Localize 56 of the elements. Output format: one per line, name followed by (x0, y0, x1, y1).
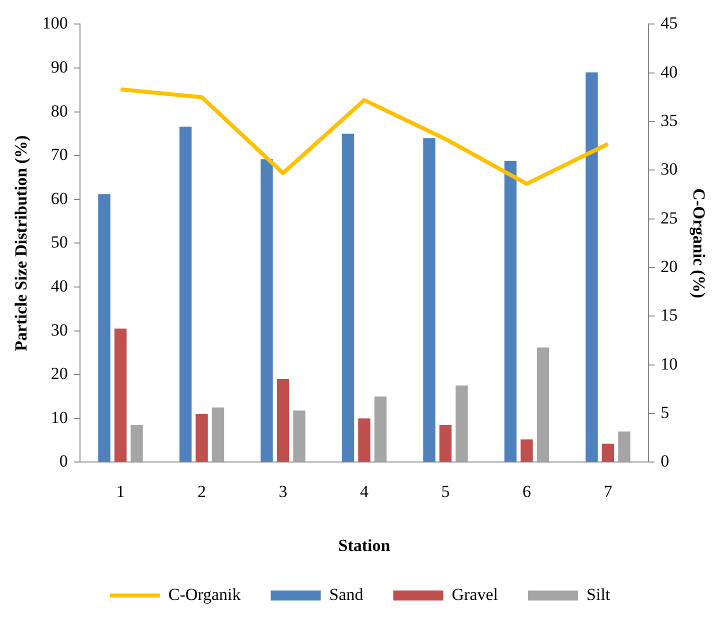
x-tick-label: 6 (522, 482, 531, 501)
y-tick-label: 90 (50, 57, 68, 76)
bar (276, 378, 290, 462)
x-tick-label: 1 (116, 482, 125, 501)
bar (212, 407, 224, 462)
y2-tick-label: 30 (660, 160, 678, 179)
bar (439, 424, 452, 462)
bar (114, 328, 127, 462)
y2-tick-label: 20 (660, 257, 678, 276)
x-axis-title: Station (338, 536, 391, 556)
x-tick-label: 3 (278, 482, 288, 501)
y-tick-label: 60 (50, 188, 68, 208)
x-tick-label: 7 (604, 482, 613, 501)
y-tick-label: 0 (59, 452, 68, 471)
x-tick-label: 2 (198, 482, 206, 501)
bar (358, 418, 370, 462)
bar (342, 134, 354, 462)
y2-tick-label: 5 (660, 403, 670, 422)
y2-tick-label: 35 (660, 111, 678, 130)
y-tick-label: 80 (50, 101, 68, 120)
y2-tick-label: 10 (660, 354, 678, 374)
bar (456, 386, 468, 462)
y-tick-label: 40 (50, 276, 68, 296)
y-tick-label: 30 (50, 320, 68, 340)
legend-label: Sand (329, 584, 364, 604)
bar (293, 410, 306, 462)
y-tick-label: 10 (50, 408, 68, 427)
bar (602, 444, 614, 462)
y2-tick-label: 40 (660, 62, 678, 82)
bar (179, 126, 192, 462)
bar (504, 160, 517, 462)
bar (260, 159, 273, 462)
y2-tick-label: 45 (660, 14, 678, 33)
legend-label: C-Organik (168, 584, 242, 604)
bar (196, 414, 208, 462)
y-tick-label: 70 (50, 145, 68, 164)
bar (586, 72, 598, 462)
bar (98, 194, 110, 462)
bar (423, 138, 436, 462)
y2-tick-label: 15 (660, 306, 678, 325)
bar (536, 347, 550, 462)
y-axis-title: Particle Size Distribution (%) (12, 135, 31, 352)
y2-axis-title: C-Organic (%) (689, 188, 708, 298)
y2-tick-label: 25 (660, 208, 678, 228)
y-tick-label: 100 (42, 14, 68, 33)
legend-label: Gravel (452, 584, 498, 604)
legend-label: Silt (586, 584, 610, 604)
bar (130, 424, 143, 462)
y-tick-label: 20 (50, 364, 68, 384)
x-tick-label: 4 (360, 482, 369, 501)
x-tick-label: 5 (441, 482, 450, 501)
bar (618, 432, 630, 462)
bar (520, 439, 533, 462)
y-tick-label: 50 (50, 232, 68, 252)
bar (374, 396, 387, 462)
y2-tick-label: 0 (660, 452, 670, 471)
